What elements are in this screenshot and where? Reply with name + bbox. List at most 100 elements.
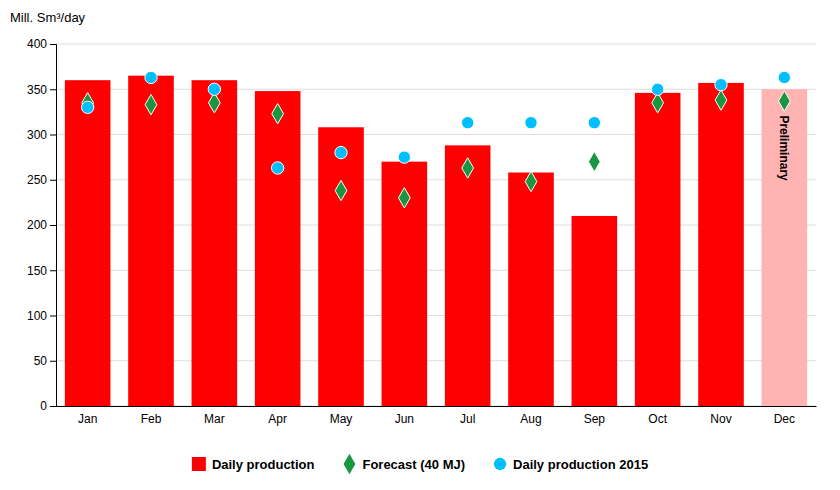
tick-label: Apr bbox=[268, 412, 287, 426]
grid bbox=[56, 44, 816, 406]
tick: Aug bbox=[520, 412, 541, 426]
point bbox=[81, 101, 93, 113]
point bbox=[145, 71, 157, 83]
series-scatter bbox=[82, 90, 790, 208]
point bbox=[588, 117, 600, 129]
bar bbox=[192, 80, 238, 406]
point bbox=[778, 91, 790, 111]
bar bbox=[318, 127, 364, 406]
legend-label: Daily production bbox=[212, 457, 315, 472]
tick: 50 bbox=[34, 354, 56, 368]
marks bbox=[65, 71, 807, 406]
tick-label: Oct bbox=[648, 412, 667, 426]
bar bbox=[698, 83, 744, 406]
legend-swatch bbox=[494, 458, 506, 470]
bar bbox=[382, 162, 428, 406]
series-scatter bbox=[81, 71, 790, 174]
legend-label: Daily production 2015 bbox=[513, 457, 648, 472]
tick: 0 bbox=[40, 399, 56, 413]
tick-label: 350 bbox=[27, 83, 47, 97]
point bbox=[651, 83, 663, 95]
point bbox=[525, 117, 537, 129]
tick: 350 bbox=[27, 83, 56, 97]
tick: Nov bbox=[710, 412, 731, 426]
tick-mark bbox=[50, 361, 56, 362]
tick-label: Jul bbox=[460, 412, 475, 426]
point bbox=[715, 79, 727, 91]
axis-line bbox=[57, 406, 817, 407]
tick-mark bbox=[50, 135, 56, 136]
tick-label: 0 bbox=[40, 399, 47, 413]
point bbox=[272, 103, 284, 123]
point bbox=[715, 90, 727, 110]
tick-label: May bbox=[330, 412, 353, 426]
tick-label: 200 bbox=[27, 218, 47, 232]
tick-label: 250 bbox=[27, 173, 47, 187]
tick-label: Dec bbox=[774, 412, 795, 426]
tick-label: 100 bbox=[27, 309, 47, 323]
tick: Jan bbox=[78, 412, 97, 426]
legend: Daily production Forecast (40 MJ) Daily pr… bbox=[192, 454, 648, 474]
legend-label: Forecast (40 MJ) bbox=[362, 457, 465, 472]
point bbox=[335, 180, 347, 200]
tick-label: Aug bbox=[520, 412, 541, 426]
series-bar bbox=[65, 76, 807, 406]
tick-mark bbox=[50, 180, 56, 181]
tick-label: Nov bbox=[710, 412, 731, 426]
point bbox=[398, 151, 410, 163]
tick: 300 bbox=[27, 128, 56, 142]
point bbox=[335, 146, 347, 158]
point bbox=[778, 71, 790, 83]
point bbox=[145, 94, 157, 114]
tick-label: 400 bbox=[27, 37, 47, 51]
bar bbox=[762, 89, 808, 406]
annotation: Preliminary bbox=[777, 115, 791, 181]
bar bbox=[445, 145, 491, 406]
tick: Mar bbox=[204, 412, 225, 426]
y-axis: 0 50 100 150 200 250 300 350 400 bbox=[27, 37, 57, 413]
bar bbox=[508, 173, 554, 406]
tick-label: Sep bbox=[584, 412, 606, 426]
tick-label: Feb bbox=[141, 412, 162, 426]
tick-label: Jun bbox=[395, 412, 414, 426]
tick: Sep bbox=[584, 412, 606, 426]
tick: Apr bbox=[268, 412, 287, 426]
legend-item: Forecast (40 MJ) bbox=[344, 454, 465, 474]
point bbox=[398, 188, 410, 208]
tick-mark bbox=[50, 316, 56, 317]
point bbox=[208, 83, 220, 95]
tick: 150 bbox=[27, 264, 56, 278]
chart: 050100150200250300350400JanFebMarAprMayJ… bbox=[0, 0, 840, 490]
x-axis: Jan Feb Mar Apr May Jun Jul Aug Sep Oct Nov Dec bbox=[57, 407, 817, 426]
tick-mark bbox=[50, 89, 56, 90]
tick: Dec bbox=[774, 412, 795, 426]
legend-item: Daily production 2015 bbox=[494, 457, 648, 472]
legend-swatch bbox=[192, 457, 206, 471]
tick-label: 50 bbox=[34, 354, 48, 368]
tick-mark bbox=[50, 270, 56, 271]
tick-label: Jan bbox=[78, 412, 97, 426]
point bbox=[588, 151, 600, 171]
tick: Oct bbox=[648, 412, 667, 426]
axis-line bbox=[50, 45, 57, 407]
grid-line bbox=[56, 44, 816, 45]
bar bbox=[128, 76, 174, 406]
tick-label: Mar bbox=[204, 412, 225, 426]
legend-item: Daily production bbox=[192, 457, 315, 472]
legend-swatch bbox=[344, 454, 356, 474]
tick-mark bbox=[50, 44, 56, 45]
point bbox=[525, 171, 537, 191]
tick: 100 bbox=[27, 309, 56, 323]
tick: 250 bbox=[27, 173, 56, 187]
tick-label: 300 bbox=[27, 128, 47, 142]
point bbox=[462, 158, 474, 178]
bar bbox=[65, 80, 111, 406]
tick: May bbox=[330, 412, 353, 426]
tick-label: 150 bbox=[27, 264, 47, 278]
tick: Jul bbox=[460, 412, 475, 426]
bar bbox=[635, 93, 681, 406]
tick: 400 bbox=[27, 37, 56, 51]
tick: Jun bbox=[395, 412, 414, 426]
tick-mark bbox=[50, 406, 56, 407]
point bbox=[271, 162, 283, 174]
